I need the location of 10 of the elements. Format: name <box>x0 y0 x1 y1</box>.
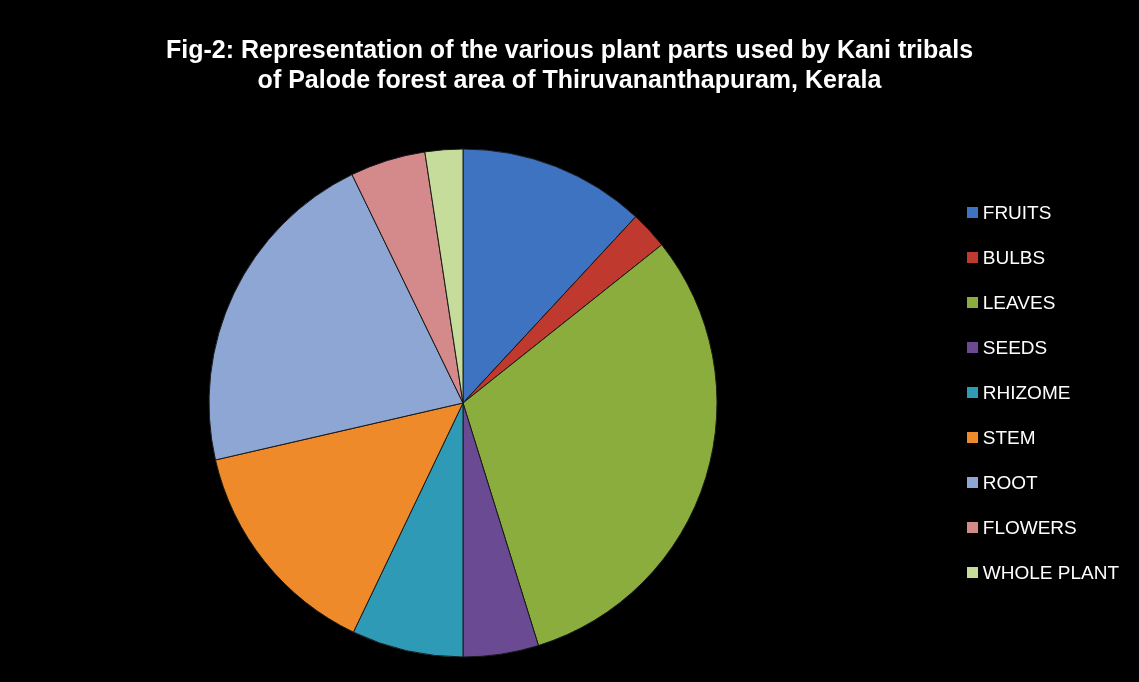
legend-label: SEEDS <box>982 336 1048 360</box>
legend-label: FRUITS <box>982 201 1052 225</box>
chart-title: Fig-2: Representation of the various plant parts used by Kani tribals of Palode forest area of Thiruvananthapuram, Kerala <box>164 34 975 94</box>
legend-label: FLOWERS <box>982 516 1077 540</box>
legend-label: BULBS <box>982 246 1046 270</box>
legend-label: ROOT <box>982 471 1038 495</box>
legend-label: RHIZOME <box>982 381 1071 405</box>
legend-label: WHOLE PLANT <box>982 561 1119 585</box>
legend-label: STEM <box>982 426 1036 450</box>
legend-label: LEAVES <box>982 291 1056 315</box>
